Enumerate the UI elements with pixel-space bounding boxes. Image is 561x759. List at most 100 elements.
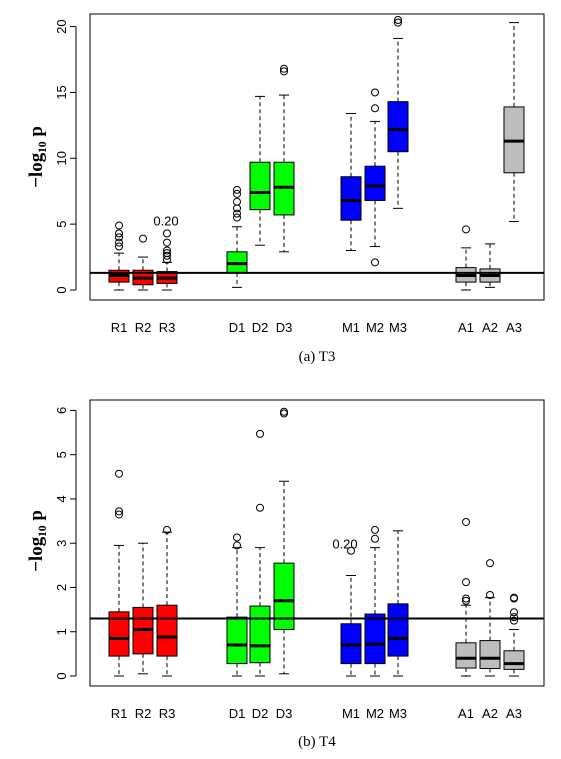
box-m2 bbox=[364, 88, 386, 267]
box-a3 bbox=[503, 22, 525, 223]
panel-b-plot-frame bbox=[89, 399, 545, 687]
x-tick-label: M2 bbox=[366, 320, 384, 335]
x-tick-label: R3 bbox=[159, 320, 176, 335]
x-tick-label: M2 bbox=[366, 706, 384, 721]
outlier-point bbox=[394, 16, 402, 24]
x-tick-label: R3 bbox=[159, 706, 176, 721]
outlier-point bbox=[233, 189, 241, 198]
y-tick-label: 2 bbox=[54, 584, 69, 591]
box-m3 bbox=[387, 530, 409, 677]
panel-a: 0 5 10 15 20 −log₁₀ p R1 R2 R3 D1 D2 D3 M1 M2 M3 A1 A2… bbox=[26, 13, 545, 365]
outlier-point bbox=[115, 469, 123, 478]
outlier-point bbox=[462, 517, 470, 526]
outlier-point bbox=[163, 525, 171, 534]
outlier-point bbox=[233, 185, 241, 194]
box-d3 bbox=[273, 407, 295, 675]
x-tick-label: M3 bbox=[389, 706, 407, 721]
outlier-point bbox=[280, 407, 288, 416]
outlier-point bbox=[371, 534, 379, 543]
y-tick-label: 1 bbox=[54, 628, 69, 635]
panel-a-boxes bbox=[108, 16, 525, 291]
outlier-point bbox=[163, 246, 171, 255]
outlier-point bbox=[233, 213, 241, 222]
box-a1 bbox=[455, 225, 477, 291]
outlier-point bbox=[510, 616, 518, 625]
box-d1 bbox=[226, 533, 248, 677]
box-body bbox=[108, 611, 130, 657]
x-tick-label: A3 bbox=[506, 706, 522, 721]
outlier-point bbox=[371, 525, 379, 534]
box-body bbox=[226, 616, 248, 665]
x-tick-label: R2 bbox=[135, 706, 152, 721]
outlier-point bbox=[115, 242, 123, 251]
outlier-point bbox=[233, 209, 241, 218]
outlier-point bbox=[486, 591, 494, 599]
outlier-point bbox=[115, 229, 123, 238]
box-m2 bbox=[364, 525, 386, 677]
x-tick-label: R1 bbox=[111, 320, 128, 335]
outlier-point bbox=[510, 593, 518, 602]
box-r1 bbox=[108, 221, 130, 291]
outlier-point bbox=[233, 541, 241, 550]
outlier-point bbox=[347, 546, 355, 555]
box-a2 bbox=[479, 243, 501, 288]
panel-b-boxes bbox=[108, 407, 525, 677]
box-a3 bbox=[503, 593, 525, 677]
y-tick-label: 20 bbox=[54, 19, 69, 33]
outlier-point bbox=[256, 429, 264, 438]
outlier-point bbox=[163, 249, 171, 258]
panel-b: 0 1 2 3 4 5 6 −log₁₀ p R1 R2 R3 D1 D2 D3 M1 M2 M3 A1 A2 A… bbox=[26, 399, 545, 750]
outlier-point bbox=[280, 67, 288, 76]
box-body bbox=[479, 640, 501, 669]
x-tick-label: D1 bbox=[229, 706, 246, 721]
outlier-point bbox=[163, 251, 171, 260]
outlier-point bbox=[462, 225, 470, 234]
y-tick-label: 0 bbox=[54, 286, 69, 293]
x-tick-label: A3 bbox=[506, 320, 522, 335]
y-tick-label: 6 bbox=[54, 407, 69, 414]
x-tick-label: R2 bbox=[135, 320, 152, 335]
box-body bbox=[249, 161, 271, 211]
box-r2 bbox=[132, 542, 154, 675]
x-tick-label: M3 bbox=[389, 320, 407, 335]
y-tick-label: 4 bbox=[54, 495, 69, 502]
box-m1 bbox=[340, 113, 362, 251]
panel-a-plot-frame bbox=[89, 13, 545, 301]
box-m1 bbox=[340, 546, 362, 677]
x-tick-label: R1 bbox=[111, 706, 128, 721]
x-tick-label: D1 bbox=[229, 320, 246, 335]
box-body bbox=[156, 604, 178, 657]
outlier-point bbox=[510, 608, 518, 617]
outlier-point bbox=[115, 510, 123, 519]
x-tick-label: D2 bbox=[252, 320, 269, 335]
x-tick-label: A2 bbox=[482, 706, 498, 721]
panel-a-x-labels: R1 R2 R3 D1 D2 D3 M1 M2 M3 A1 A2 A3 bbox=[111, 320, 522, 335]
outlier-point bbox=[139, 234, 147, 243]
outlier-point bbox=[280, 64, 288, 73]
outlier-point bbox=[510, 613, 518, 622]
x-tick-label: M1 bbox=[342, 706, 360, 721]
outlier-point bbox=[394, 18, 402, 27]
outlier-point bbox=[115, 507, 123, 516]
y-tick-label: 3 bbox=[54, 540, 69, 547]
panel-b-y-axis: 0 1 2 3 4 5 6 bbox=[54, 407, 77, 680]
x-tick-label: D2 bbox=[252, 706, 269, 721]
y-tick-label: 5 bbox=[54, 221, 69, 228]
box-body bbox=[273, 562, 295, 631]
outlier-point bbox=[233, 204, 241, 213]
panel-a-annotation: 0.20 bbox=[153, 213, 178, 228]
box-body bbox=[503, 650, 525, 670]
box-r3 bbox=[156, 525, 178, 677]
outlier-point bbox=[115, 238, 123, 247]
outlier-point bbox=[462, 578, 470, 587]
box-body bbox=[387, 101, 409, 153]
outlier-point bbox=[486, 559, 494, 568]
box-r2 bbox=[132, 234, 154, 291]
outlier-point bbox=[462, 594, 470, 603]
panel-b-annotation: 0.20 bbox=[332, 537, 357, 552]
y-tick-label: 0 bbox=[54, 672, 69, 679]
outlier-point bbox=[371, 258, 379, 267]
box-d2 bbox=[249, 429, 271, 677]
outlier-point bbox=[115, 221, 123, 230]
